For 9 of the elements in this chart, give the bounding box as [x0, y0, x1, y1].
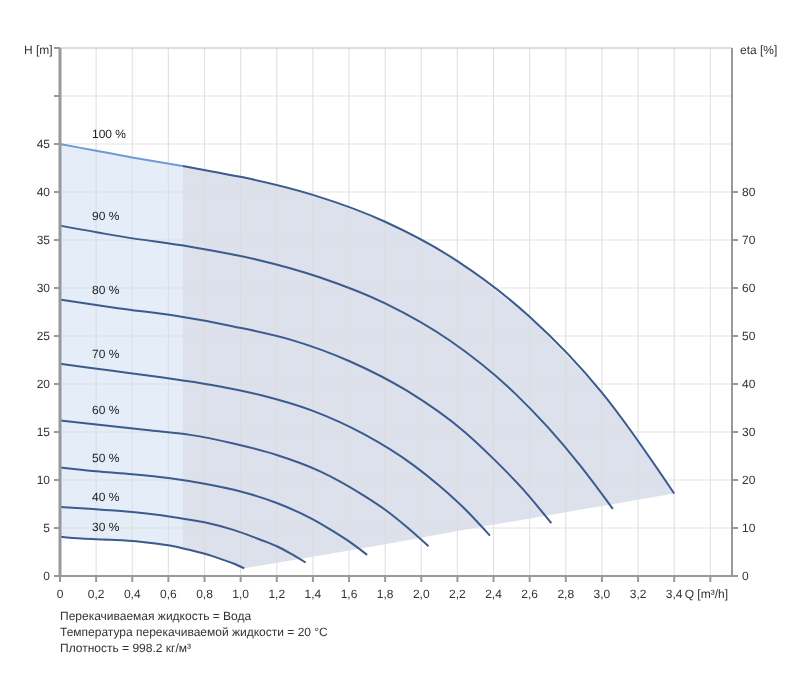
line-series: [59, 466, 369, 556]
line-series: [59, 535, 246, 570]
line-series: [59, 362, 491, 537]
line-series: [181, 165, 676, 495]
line-series: [59, 298, 553, 525]
line-series: [59, 224, 614, 510]
line-series: [59, 505, 307, 564]
line-series: [59, 143, 184, 168]
line-series: [59, 419, 430, 548]
